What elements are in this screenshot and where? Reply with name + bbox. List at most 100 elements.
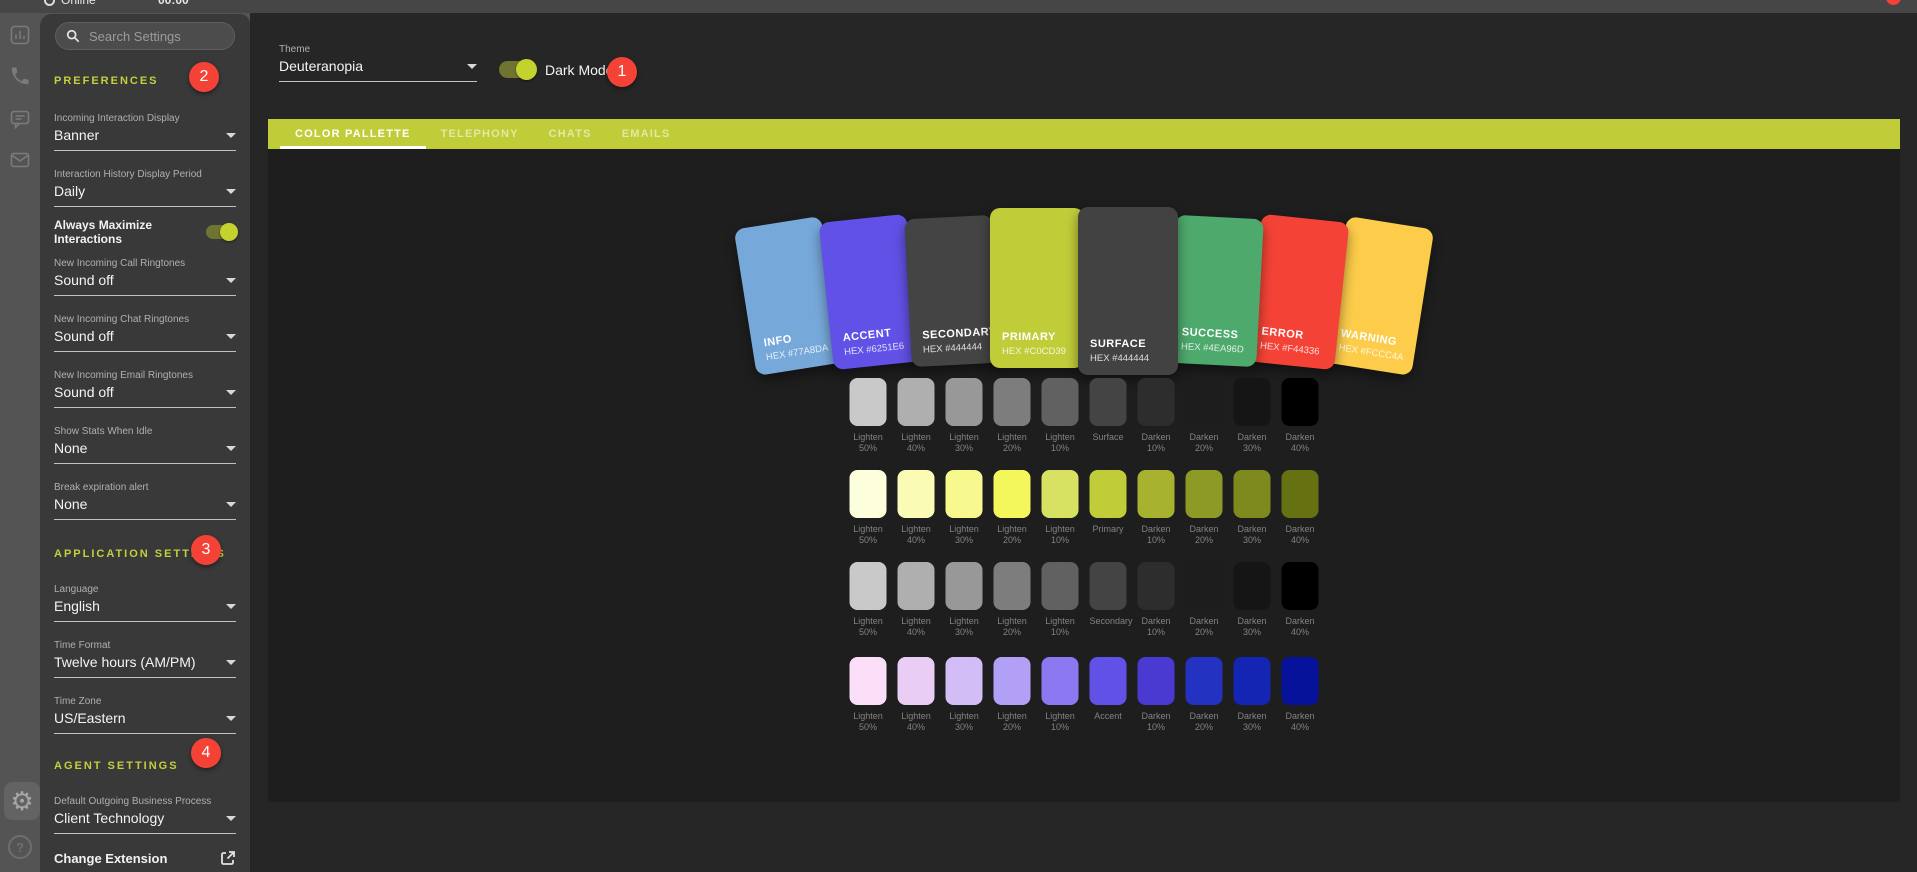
settings-dropdown[interactable]: New Incoming Email Ringtones Sound off: [54, 370, 236, 426]
annotation-badge-2: 2: [189, 62, 219, 92]
field-value: Twelve hours (AM/PM): [54, 654, 196, 670]
always-maximize-toggle-row[interactable]: Always Maximize Interactions: [54, 218, 238, 246]
shade-swatch-cell: Darken 40%: [1281, 470, 1319, 546]
color-card-hex: HEX #444444: [922, 341, 983, 356]
settings-dropdown[interactable]: Time Format Twelve hours (AM/PM): [54, 640, 236, 696]
annotation-badge-3: 3: [191, 535, 221, 565]
settings-dropdown[interactable]: Interaction History Display Period Daily: [54, 169, 236, 225]
open-external-icon: [221, 851, 235, 865]
swatch-label: Lighten: [949, 432, 979, 442]
dark-mode-switch-on[interactable]: [499, 59, 537, 80]
color-swatch: [1041, 378, 1079, 426]
settings-dropdown[interactable]: New Incoming Chat Ringtones Sound off: [54, 314, 236, 370]
settings-nav-active[interactable]: ⚙: [4, 782, 40, 820]
settings-dropdown[interactable]: Default Outgoing Business Process Client…: [54, 796, 236, 852]
toggle-switch-on[interactable]: [206, 223, 238, 241]
field-value: None: [54, 496, 88, 512]
field-value: Sound off: [54, 384, 114, 400]
phone-icon[interactable]: [9, 65, 31, 87]
field-label: Show Stats When Idle: [54, 426, 153, 437]
shade-swatch-cell: Lighten 30%: [945, 470, 983, 546]
agent-status[interactable]: Online: [44, 0, 96, 7]
color-swatch: [1233, 562, 1271, 610]
color-swatch: [993, 378, 1031, 426]
color-swatch: [993, 470, 1031, 518]
application-fields: Language English Time Format Twelve hour…: [54, 584, 236, 752]
shade-swatch-cell: Darken 20%: [1185, 657, 1223, 733]
color-swatch: [1041, 657, 1079, 705]
swatch-label: Lighten: [901, 524, 931, 534]
color-swatch: [1137, 562, 1175, 610]
surface-shade-row: Lighten 50% Lighten 40% Lighten 30% Lighten…: [849, 378, 1319, 454]
color-swatch: [945, 470, 983, 518]
tab[interactable]: EMAILS: [607, 119, 686, 149]
swatch-label: Darken: [1189, 616, 1219, 626]
settings-dropdown[interactable]: New Incoming Call Ringtones Sound off: [54, 258, 236, 314]
swatch-label: Lighten: [949, 524, 979, 534]
shade-swatch-cell: Lighten 10%: [1041, 562, 1079, 638]
chevron-down-icon: [226, 603, 236, 609]
swatch-label: Darken: [1237, 711, 1267, 721]
theme-dropdown[interactable]: Theme Deuteranopia: [279, 44, 477, 100]
color-swatch: [1185, 378, 1223, 426]
settings-dropdown[interactable]: Break expiration alert None: [54, 482, 236, 538]
email-icon[interactable]: [9, 149, 31, 171]
chevron-down-icon: [226, 445, 236, 451]
field-value: Banner: [54, 127, 100, 143]
color-swatch: [945, 657, 983, 705]
tab[interactable]: CHATS: [534, 119, 607, 149]
chevron-down-icon: [226, 277, 236, 283]
color-swatch: [1137, 378, 1175, 426]
field-value: Sound off: [54, 328, 114, 344]
section-heading-preferences: PREFERENCES: [54, 75, 159, 87]
color-palette-panel: INFO HEX #77A8DA ACCENT HEX #6251E6 SECO…: [268, 149, 1900, 802]
shade-swatch-cell: Lighten 20%: [993, 657, 1031, 733]
swatch-label: Surface: [1092, 432, 1124, 442]
color-swatch: [897, 562, 935, 610]
reports-icon[interactable]: [9, 24, 31, 46]
agent-fields: Default Outgoing Business Process Client…: [54, 796, 236, 852]
change-extension-link[interactable]: Change Extension: [54, 850, 236, 866]
swatch-label: Lighten: [853, 711, 883, 721]
help-icon[interactable]: ?: [8, 835, 32, 859]
annotation-badge-4: 4: [191, 738, 221, 768]
swatch-label: Darken: [1141, 711, 1171, 721]
shade-swatch-cell: Lighten 40%: [897, 470, 935, 546]
field-value: None: [54, 440, 88, 456]
shade-swatch-cell: Lighten 50%: [849, 378, 887, 454]
shade-swatch-cell: Darken 30%: [1233, 378, 1271, 454]
swatch-label: Darken: [1237, 524, 1267, 534]
chevron-down-icon: [226, 659, 236, 665]
shade-swatch-cell: Darken 10%: [1137, 378, 1175, 454]
shade-swatch-cell: Lighten 40%: [897, 378, 935, 454]
swatch-label: Lighten: [949, 616, 979, 626]
tab[interactable]: COLOR PALLETTE: [280, 119, 426, 149]
swatch-label: Darken: [1141, 616, 1171, 626]
swatch-label: Lighten: [949, 711, 979, 721]
settings-dropdown[interactable]: Show Stats When Idle None: [54, 426, 236, 482]
chat-icon[interactable]: [9, 108, 31, 130]
clipped-notification-badge: [1886, 0, 1901, 5]
toggle-label: Always Maximize Interactions: [54, 218, 153, 246]
swatch-label: Lighten: [997, 616, 1027, 626]
swatch-label: Primary: [1092, 524, 1124, 534]
chevron-down-icon: [226, 188, 236, 194]
settings-dropdown[interactable]: Time Zone US/Eastern: [54, 696, 236, 752]
toggle-knob: [516, 59, 537, 80]
color-swatch: [993, 562, 1031, 610]
theme-value: Deuteranopia: [279, 58, 364, 74]
swatch-label: Darken: [1189, 524, 1219, 534]
dark-mode-toggle-row[interactable]: Dark Mode: [499, 59, 613, 80]
color-swatch: [1281, 657, 1319, 705]
swatch-label: Lighten: [901, 711, 931, 721]
settings-dropdown[interactable]: Incoming Interaction Display Banner: [54, 113, 236, 169]
swatch-label: Lighten: [1045, 524, 1075, 534]
color-swatch: [945, 562, 983, 610]
search-input[interactable]: [87, 27, 224, 45]
color-swatch: [1185, 657, 1223, 705]
shade-swatch-cell: Darken 30%: [1233, 657, 1271, 733]
tab[interactable]: TELEPHONY: [426, 119, 534, 149]
tab-label: EMAILS: [621, 128, 671, 140]
shade-swatch-cell: Darken 40%: [1281, 657, 1319, 733]
settings-dropdown[interactable]: Language English: [54, 584, 236, 640]
